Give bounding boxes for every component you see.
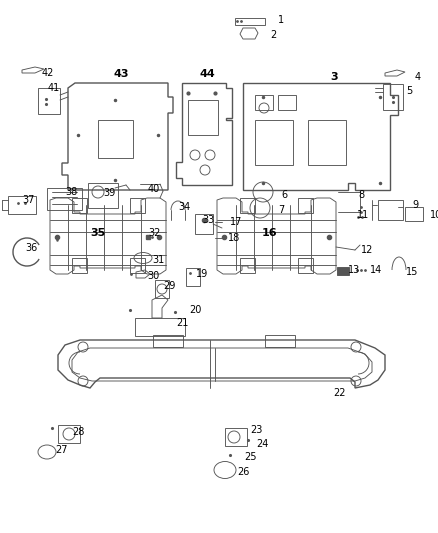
Text: 2: 2 — [270, 30, 276, 40]
Text: 20: 20 — [189, 305, 201, 315]
Text: 43: 43 — [114, 69, 130, 79]
Text: 30: 30 — [147, 271, 159, 281]
Text: 42: 42 — [42, 68, 54, 78]
Bar — [240, 258, 255, 273]
Bar — [235, 18, 265, 25]
Text: 22: 22 — [333, 388, 346, 398]
Text: 3: 3 — [330, 72, 338, 82]
Bar — [298, 258, 313, 273]
Text: 13: 13 — [348, 265, 360, 275]
Text: 28: 28 — [72, 427, 85, 437]
Bar — [8, 196, 36, 214]
Text: 1: 1 — [278, 15, 284, 25]
Text: 40: 40 — [148, 184, 160, 194]
Bar — [278, 95, 296, 110]
Text: 17: 17 — [230, 217, 242, 227]
Bar — [47, 188, 82, 210]
Bar — [72, 198, 87, 213]
Bar — [308, 120, 346, 165]
Bar — [240, 198, 255, 213]
Text: 23: 23 — [250, 425, 262, 435]
Bar — [155, 280, 169, 298]
Bar — [130, 198, 145, 213]
Text: 6: 6 — [281, 190, 287, 200]
Bar — [378, 200, 403, 220]
Bar — [38, 88, 60, 114]
Text: 16: 16 — [262, 228, 278, 238]
Text: 8: 8 — [358, 190, 364, 200]
Text: 38: 38 — [65, 187, 77, 197]
Bar — [225, 428, 247, 446]
Text: 25: 25 — [244, 452, 257, 462]
Bar — [130, 258, 145, 273]
Text: 44: 44 — [199, 69, 215, 79]
Text: 36: 36 — [25, 243, 37, 253]
Bar — [383, 84, 403, 110]
Bar — [255, 120, 293, 165]
Text: 18: 18 — [228, 233, 240, 243]
Bar — [186, 268, 200, 286]
Text: 9: 9 — [412, 200, 418, 210]
Bar — [88, 183, 118, 208]
Text: 7: 7 — [278, 205, 284, 215]
Bar — [265, 335, 295, 347]
Bar — [153, 335, 183, 347]
Bar — [188, 100, 218, 135]
Bar — [98, 120, 133, 158]
Bar — [195, 214, 213, 234]
Text: 4: 4 — [415, 72, 421, 82]
Text: 5: 5 — [406, 86, 412, 96]
Bar — [298, 198, 313, 213]
Text: 26: 26 — [237, 467, 249, 477]
Text: 35: 35 — [90, 228, 105, 238]
Text: 29: 29 — [163, 281, 175, 291]
Text: 10: 10 — [430, 210, 438, 220]
Text: 24: 24 — [256, 439, 268, 449]
Bar — [72, 258, 87, 273]
Text: 34: 34 — [178, 202, 190, 212]
Text: 37: 37 — [22, 195, 34, 205]
Text: 39: 39 — [103, 188, 115, 198]
Text: 12: 12 — [361, 245, 373, 255]
Text: 21: 21 — [176, 318, 188, 328]
Text: 41: 41 — [48, 83, 60, 93]
Text: 33: 33 — [202, 215, 214, 225]
Bar — [58, 425, 80, 443]
Bar — [255, 95, 273, 110]
Text: 31: 31 — [152, 255, 164, 265]
Bar — [405, 207, 423, 221]
Text: 11: 11 — [357, 210, 369, 220]
Text: 27: 27 — [55, 445, 67, 455]
Bar — [135, 318, 185, 336]
Text: 19: 19 — [196, 269, 208, 279]
Text: 14: 14 — [370, 265, 382, 275]
Bar — [337, 267, 349, 275]
Text: 32: 32 — [148, 228, 160, 238]
Text: 15: 15 — [406, 267, 418, 277]
